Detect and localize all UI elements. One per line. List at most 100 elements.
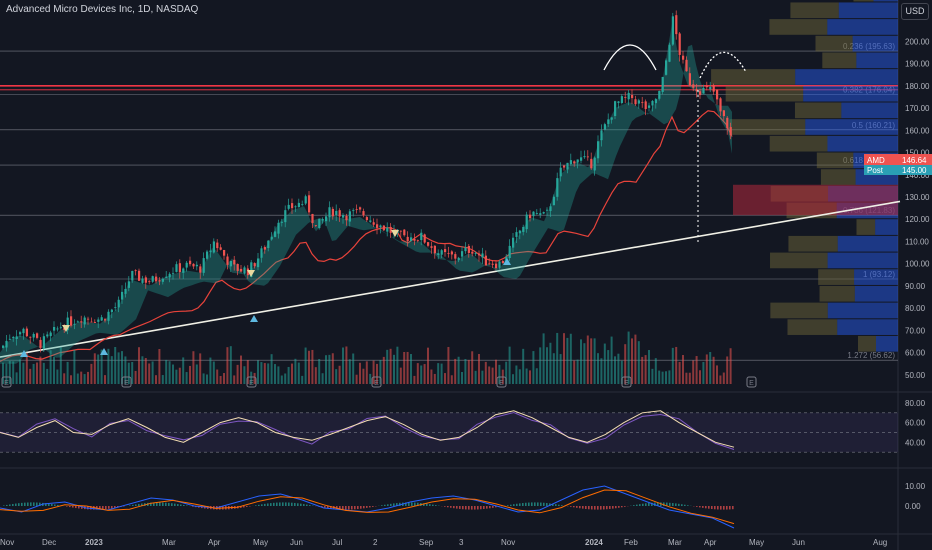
volume-bar [430, 369, 433, 384]
volume-bar [535, 368, 538, 384]
volume-bar [556, 332, 559, 384]
macd-histogram-bar [483, 506, 485, 509]
volume-bar [90, 363, 93, 384]
candle-body [29, 336, 32, 338]
price-tick-label: 50.00 [905, 371, 926, 380]
volume-bar [362, 368, 365, 384]
macd-histogram-bar [600, 506, 602, 510]
candle-body [447, 253, 450, 254]
candle-body [291, 203, 294, 209]
volume-bar [631, 338, 633, 384]
earnings-event-marker [371, 376, 382, 388]
volume-bar [192, 351, 195, 384]
volume-bar [267, 363, 270, 384]
macd-histogram-bar [720, 506, 722, 510]
volume-bar [440, 363, 443, 384]
volume-bar [542, 333, 545, 384]
price-tick-label: 80.00 [905, 304, 926, 313]
macd-histogram-bar [33, 502, 35, 506]
volume-bar [287, 366, 290, 384]
volume-bar [525, 368, 528, 384]
macd-histogram-bar [549, 503, 551, 506]
macd-histogram-bar [111, 506, 113, 509]
volume-bar [396, 346, 399, 384]
macd-histogram-bar [36, 502, 38, 506]
candle-body [399, 230, 402, 232]
volume-bar [212, 361, 215, 384]
macd-histogram-bar [129, 505, 131, 506]
macd-histogram-bar [582, 506, 584, 509]
macd-histogram-bar [495, 506, 497, 508]
volume-bar [274, 364, 276, 384]
volume-profile-bar-up [816, 152, 854, 169]
macd-histogram-bar [606, 506, 608, 510]
volume-bar [464, 359, 467, 384]
macd-histogram-bar [459, 506, 461, 509]
volume-bar [182, 357, 185, 384]
volume-bar [189, 365, 191, 384]
volume-bar [185, 372, 188, 384]
candle-body [501, 260, 504, 264]
volume-bar [53, 356, 55, 384]
candle-body [712, 85, 715, 92]
macd-histogram-bar [327, 506, 329, 509]
volume-bar [512, 374, 514, 384]
volume-bar [328, 354, 331, 384]
volume-bar [144, 358, 147, 384]
macd-histogram-bar [609, 506, 611, 509]
candle-body [369, 220, 372, 222]
candle-body [246, 268, 249, 276]
time-tick-label: May [749, 538, 764, 547]
price-tick-label: 130.00 [905, 193, 930, 202]
candle-body [226, 256, 229, 265]
macd-histogram-bar [405, 502, 407, 506]
candle-body [240, 268, 243, 272]
time-tick-label: Mar [162, 538, 176, 547]
macd-histogram-bar [276, 502, 278, 506]
macd-histogram-bar [78, 506, 80, 509]
macd-histogram-bar [72, 506, 74, 508]
candle-body [25, 328, 28, 337]
candle-body [321, 219, 324, 221]
candle-body [87, 318, 90, 320]
macd-histogram-bar [99, 506, 101, 510]
macd-histogram-bar [699, 506, 701, 508]
candle-body [549, 206, 552, 211]
volume-bar [321, 373, 324, 384]
candle-body [274, 231, 277, 237]
time-tick-label: 2024 [585, 538, 603, 547]
time-tick-label: Jul [332, 538, 342, 547]
time-tick-label: 2 [373, 538, 378, 547]
macd-histogram-bar [681, 504, 683, 506]
volume-bar [325, 355, 327, 384]
post-label: Post [867, 166, 884, 175]
volume-profile-bar-up [790, 2, 839, 19]
candle-body [236, 263, 239, 271]
candle-body [318, 218, 321, 229]
macd-histogram-bar [156, 502, 158, 506]
signal-line [0, 489, 735, 525]
volume-bar [665, 371, 667, 384]
macd-histogram-bar [618, 506, 620, 508]
volume-bar [399, 367, 402, 384]
volume-bar [702, 361, 705, 384]
volume-bar [148, 363, 151, 384]
volume-bar [243, 366, 246, 384]
candle-body [267, 240, 270, 249]
volume-profile-bar-down [827, 302, 898, 319]
volume-bar [498, 364, 501, 384]
rsi-tick-label: 60.00 [905, 419, 926, 428]
volume-bar [699, 370, 701, 384]
sell-signal-marker [62, 325, 70, 332]
candle-body [522, 226, 525, 232]
candle-body [722, 110, 725, 117]
candle-body [32, 333, 35, 338]
macd-histogram-bar [522, 503, 524, 506]
candle-body [12, 336, 15, 339]
macd-histogram-bar [66, 506, 68, 507]
volume-bar [202, 373, 205, 384]
candle-body [729, 127, 732, 136]
currency-button[interactable]: USD [901, 3, 929, 20]
volume-bar [712, 356, 715, 384]
